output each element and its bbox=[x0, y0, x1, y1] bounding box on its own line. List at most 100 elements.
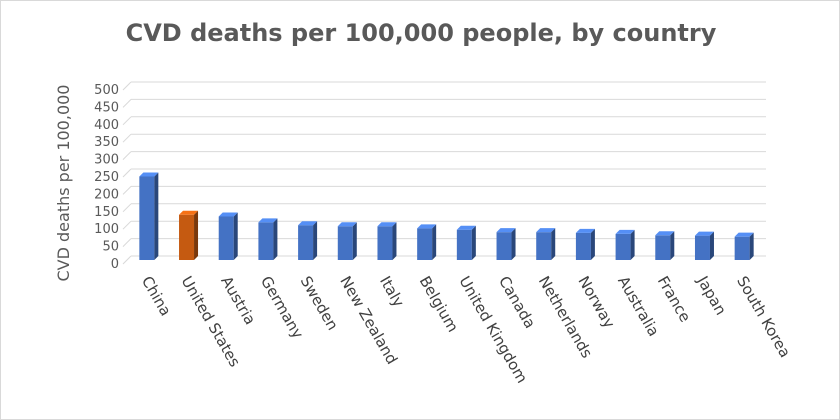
bar bbox=[417, 224, 437, 260]
x-tick-label: Sweden bbox=[297, 273, 342, 333]
bar-top bbox=[377, 222, 397, 227]
bar-front bbox=[298, 225, 314, 260]
y-tick-label: 50 bbox=[102, 240, 119, 255]
grid-line-depth bbox=[122, 168, 132, 178]
bar-side bbox=[670, 231, 675, 260]
bar-top bbox=[417, 224, 437, 229]
bar-top bbox=[258, 218, 278, 223]
bar bbox=[694, 231, 714, 260]
grid-line-depth bbox=[122, 203, 132, 213]
bar bbox=[179, 210, 199, 260]
y-tick-labels: 0 50 100 150 200 250 300 350 400 450 500 bbox=[94, 83, 119, 272]
bar-side bbox=[749, 232, 754, 260]
grid-line-depth bbox=[122, 81, 132, 91]
grid-line-depth bbox=[122, 220, 132, 230]
x-tick-label: Belgium bbox=[416, 273, 462, 335]
bar-top bbox=[337, 222, 357, 227]
x-tick-label: Canada bbox=[495, 273, 539, 331]
grid-line-depth bbox=[122, 186, 132, 195]
y-tick-label: 200 bbox=[94, 187, 119, 202]
bar bbox=[734, 232, 754, 260]
bar bbox=[536, 228, 556, 260]
bar-front bbox=[337, 226, 353, 260]
x-tick-label: Austria bbox=[217, 273, 259, 328]
bar-side bbox=[392, 222, 397, 260]
bar-top bbox=[496, 228, 516, 233]
bar-front bbox=[377, 226, 393, 260]
grid-line-depth bbox=[122, 238, 132, 247]
bar bbox=[218, 212, 238, 260]
grid-line-depth bbox=[122, 151, 132, 160]
bar bbox=[337, 222, 357, 260]
y-tick-label: 0 bbox=[111, 257, 119, 272]
bar-top bbox=[655, 231, 675, 236]
bar-front bbox=[417, 228, 433, 260]
y-tick-label: 350 bbox=[94, 135, 119, 150]
bar-side bbox=[154, 172, 159, 260]
y-tick-label: 450 bbox=[94, 100, 119, 115]
bar-side bbox=[709, 231, 714, 260]
bar-front bbox=[139, 176, 155, 260]
bar-side bbox=[352, 222, 357, 260]
bar-front bbox=[496, 232, 512, 260]
bar-front bbox=[615, 233, 631, 260]
x-tick-label: China bbox=[138, 273, 175, 319]
bar-side bbox=[233, 212, 238, 260]
bar bbox=[575, 228, 595, 260]
bar-side bbox=[273, 218, 278, 260]
grid-line-depth bbox=[122, 255, 132, 265]
bar-top bbox=[179, 210, 199, 215]
bar-side bbox=[511, 228, 516, 260]
y-axis-label: CVD deaths per 100,000 bbox=[54, 85, 73, 282]
bar-front bbox=[694, 235, 710, 260]
bar bbox=[615, 229, 635, 260]
bar-top bbox=[456, 225, 476, 230]
bar-top bbox=[694, 231, 714, 236]
bar-side bbox=[313, 221, 318, 260]
bar-side bbox=[194, 210, 199, 260]
x-tick-label: Japan bbox=[693, 272, 730, 318]
bar-front bbox=[456, 229, 472, 260]
bar-side bbox=[551, 228, 556, 260]
bar-side bbox=[630, 229, 635, 260]
x-tick-label: Italy bbox=[376, 273, 408, 310]
bar-side bbox=[471, 225, 476, 260]
bar bbox=[298, 221, 318, 260]
bar-top bbox=[734, 232, 754, 237]
grid-line-depth bbox=[122, 116, 132, 126]
bar-side bbox=[590, 228, 595, 260]
y-tick-label: 500 bbox=[94, 83, 119, 98]
bar bbox=[456, 225, 476, 260]
bar-top bbox=[575, 228, 595, 233]
grid-line-depth bbox=[122, 99, 132, 108]
bar-front bbox=[655, 235, 671, 260]
bar-top bbox=[536, 228, 556, 233]
y-tick-label: 400 bbox=[94, 118, 119, 133]
bar bbox=[258, 218, 278, 260]
y-tick-label: 300 bbox=[94, 153, 119, 168]
bar-front bbox=[218, 216, 234, 260]
bar-front bbox=[179, 214, 195, 260]
y-tick-label: 100 bbox=[94, 222, 119, 237]
bar-front bbox=[536, 232, 552, 260]
x-tick-label: France bbox=[654, 273, 695, 325]
grid-line-depth bbox=[122, 133, 132, 143]
bar-top bbox=[298, 221, 318, 226]
bar bbox=[655, 231, 675, 260]
chart-title: CVD deaths per 100,000 people, by countr… bbox=[126, 19, 717, 47]
x-tick-label: Norway bbox=[574, 273, 618, 331]
bar-front bbox=[258, 222, 274, 260]
x-tick-label: South Korea bbox=[733, 273, 794, 361]
bar-top bbox=[615, 229, 635, 234]
bar-front bbox=[575, 232, 591, 260]
x-tick-labels: China United StatesAustriaGermanySwedenNe… bbox=[138, 272, 794, 386]
bar-top bbox=[218, 212, 238, 217]
bars bbox=[139, 172, 754, 260]
y-tick-label: 150 bbox=[94, 205, 119, 220]
bar-side bbox=[432, 224, 437, 260]
y-tick-label: 250 bbox=[94, 170, 119, 185]
bar bbox=[496, 228, 516, 260]
bar-top bbox=[139, 172, 159, 177]
